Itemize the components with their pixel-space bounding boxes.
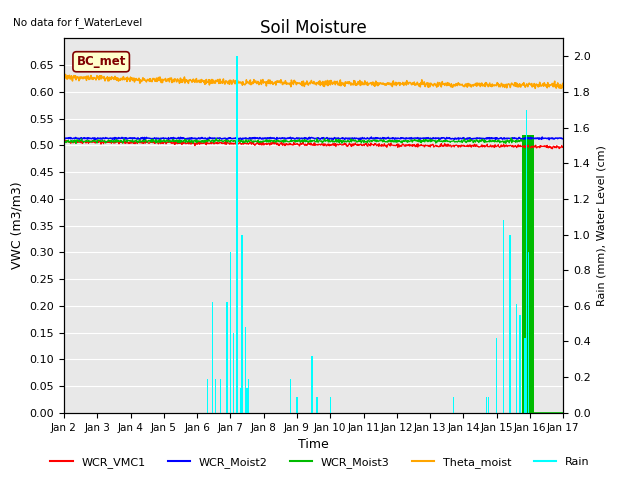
Y-axis label: Rain (mm), Water Level (cm): Rain (mm), Water Level (cm): [596, 145, 606, 306]
Bar: [296, 397, 298, 413]
Legend: WCR_VMC1, WCR_Moist2, WCR_Moist3, Theta_moist, Rain: WCR_VMC1, WCR_Moist2, WCR_Moist3, Theta_…: [46, 452, 594, 472]
Title: Soil Moisture: Soil Moisture: [260, 19, 367, 37]
Bar: [488, 397, 489, 413]
X-axis label: Time: Time: [298, 438, 329, 451]
Bar: [311, 356, 312, 413]
Bar: [246, 388, 248, 413]
Bar: [248, 379, 250, 413]
Y-axis label: VWC (m3/m3): VWC (m3/m3): [11, 182, 24, 269]
Text: BC_met: BC_met: [77, 55, 126, 68]
Bar: [211, 302, 212, 413]
Bar: [241, 235, 243, 413]
Bar: [237, 56, 238, 413]
Bar: [486, 397, 487, 413]
Bar: [519, 315, 520, 413]
Bar: [452, 397, 454, 413]
Bar: [244, 327, 246, 413]
Bar: [227, 302, 228, 413]
Bar: [330, 397, 331, 413]
Bar: [230, 252, 231, 413]
Bar: [496, 338, 497, 413]
Bar: [207, 379, 208, 413]
Text: No data for f_WaterLevel: No data for f_WaterLevel: [13, 17, 142, 28]
Bar: [233, 333, 234, 413]
Bar: [236, 56, 237, 413]
Bar: [220, 379, 221, 413]
Bar: [290, 379, 291, 413]
Bar: [316, 397, 317, 413]
Bar: [215, 379, 216, 413]
Bar: [240, 388, 241, 413]
Bar: [502, 220, 504, 413]
Bar: [524, 338, 525, 413]
Bar: [527, 252, 529, 413]
Bar: [509, 235, 511, 413]
Bar: [522, 135, 534, 413]
Bar: [516, 304, 517, 413]
Bar: [526, 110, 527, 413]
